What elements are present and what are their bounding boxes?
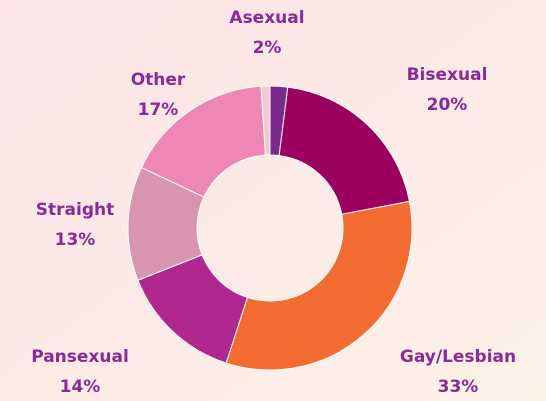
donut-slice	[140, 85, 266, 198]
slice-label: Bisexual	[407, 65, 488, 85]
slice-value: 14%	[60, 377, 101, 397]
donut-slice	[225, 200, 413, 371]
slice-value: 17%	[138, 100, 179, 120]
slice-label: Gay/Lesbian	[400, 347, 516, 367]
donut-slice	[278, 86, 411, 215]
donut-slice	[260, 85, 271, 156]
slice-label: Asexual	[229, 8, 304, 28]
slice-label: Pansexual	[31, 347, 129, 367]
slice-value: 2%	[253, 38, 282, 58]
slice-label: Other	[131, 70, 186, 90]
slice-value: 20%	[427, 95, 468, 115]
slice-label: Straight	[36, 200, 114, 220]
slice-value: 33%	[438, 377, 479, 397]
slice-value: 13%	[55, 230, 96, 250]
